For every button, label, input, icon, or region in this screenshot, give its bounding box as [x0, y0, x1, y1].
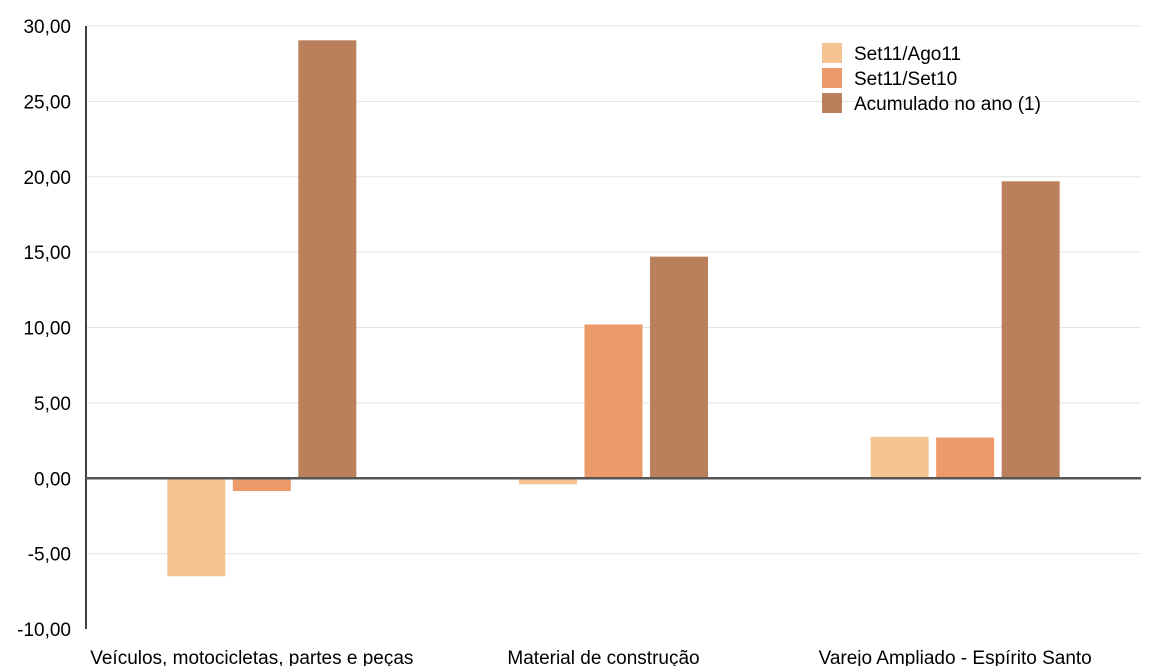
bar	[584, 324, 643, 479]
legend-swatch	[822, 43, 842, 63]
category-label: Material de construção	[507, 648, 699, 666]
y-tick-label: 10,00	[23, 319, 71, 340]
category-labels: Veículos, motocicletas, partes e peças Ma…	[90, 648, 1092, 666]
y-tick-label: 5,00	[34, 394, 71, 415]
y-tick-label: -10,00	[17, 620, 71, 641]
y-tick-label: 0,00	[34, 469, 71, 490]
legend-swatch	[822, 68, 842, 88]
bar	[936, 437, 995, 479]
bar	[519, 478, 577, 485]
legend-label: Set11/Set10	[854, 69, 957, 90]
category-label: Veículos, motocicletas, partes e peças	[90, 648, 413, 666]
category-label: Varejo Ampliado - Espírito Santo	[819, 648, 1092, 666]
y-tick-labels: 30,00 25,00 20,00 15,00 10,00 5,00 0,00 -5,00 -1…	[17, 17, 71, 641]
legend: Set11/Ago11 Set11/Set10 Acumulado no ano (…	[822, 43, 1041, 115]
y-tick-label: 20,00	[23, 168, 71, 189]
bars	[167, 40, 1060, 577]
y-tick-label: 15,00	[23, 243, 71, 264]
bar	[870, 436, 929, 479]
legend-label: Acumulado no ano (1)	[854, 94, 1041, 115]
bar	[650, 256, 708, 479]
axes	[85, 26, 1141, 629]
legend-swatch	[822, 93, 842, 113]
bar	[298, 40, 357, 479]
y-tick-label: -5,00	[28, 545, 71, 566]
legend-label: Set11/Ago11	[854, 44, 961, 65]
y-tick-label: 30,00	[23, 17, 71, 38]
bar	[1001, 181, 1060, 479]
bar	[167, 478, 226, 577]
bar	[232, 478, 291, 492]
y-tick-label: 25,00	[23, 92, 71, 113]
